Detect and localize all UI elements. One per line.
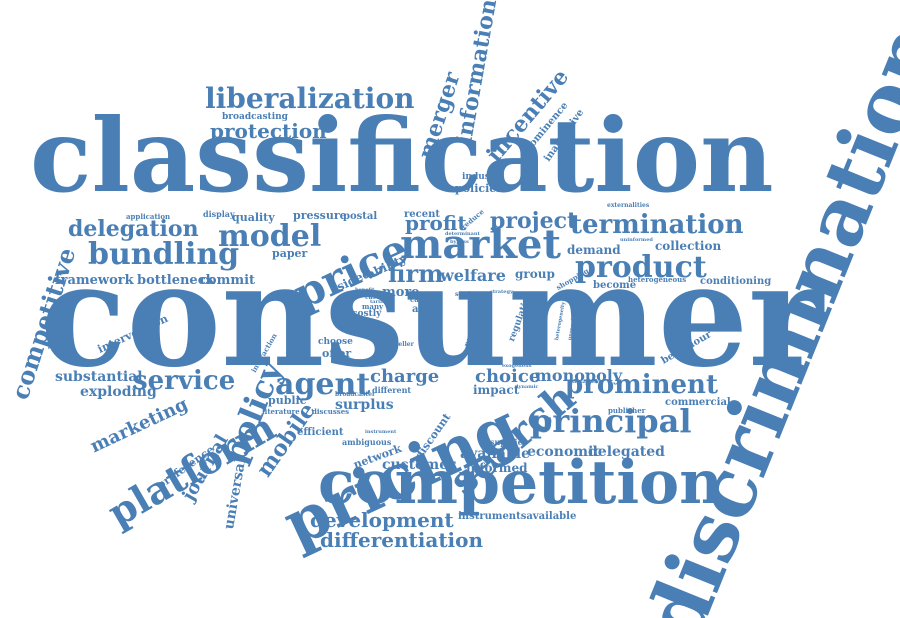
word-bypass: bypass [450,239,469,245]
word-costly: costly [352,309,382,319]
word-differentiation: differentiation [320,528,484,552]
word-recent: recent [404,209,440,220]
word-exploding: exploding [80,384,157,400]
word-development: development [310,508,454,532]
word-dynamic: dynamic [515,384,539,390]
word-broadcaster: broadcaster [335,391,376,398]
word-delegated: delegated [588,444,665,460]
word-service: service [133,366,236,396]
word-elastic: elastic [362,321,385,328]
word-termination: termination [570,210,744,240]
word-policies: policies [455,182,503,195]
word-impact: impact [473,383,520,397]
word-choice: choice [475,366,541,387]
word-publisher: publisher [608,406,646,415]
word-pressure: pressure [293,209,347,222]
word-charge: charge [370,366,440,387]
word-industry: industry [462,172,504,182]
word-welfare: welfare [440,266,506,285]
word-delegation: delegation [68,216,199,242]
word-market: market [400,221,561,268]
word-strategy: strategy [490,289,513,295]
word-commercial: commercial [665,397,731,408]
word-bundling: bundling [88,237,240,272]
word-model: model [218,219,322,254]
word-offer: offer [322,347,352,360]
word-exogenous: exogenous [502,363,532,369]
word-prominent: prominent [565,370,718,400]
word-acc: acc [412,304,431,315]
word-protection: protection [210,119,327,143]
word-commit: commit [200,273,256,288]
word-liberalization: liberalization [205,82,415,115]
word-informed: informed [466,461,528,475]
word-collection: collection [655,239,722,253]
word-bottleneck: bottleneck [137,273,215,288]
word-harmful: harmful [375,344,398,350]
word-group: group [515,267,555,281]
word-application: application [126,212,171,221]
word-substantial: substantial [55,369,143,385]
word-postal: postal [343,211,378,222]
word-efficient: efficient [297,427,344,438]
word-become: become [593,280,637,291]
word-public: public [268,394,307,407]
word-transaction: transaction [568,379,601,385]
word-externalities: externalities [607,202,650,209]
word-project: project [490,208,578,234]
word-classification: classification [30,96,774,215]
word-display: display [203,209,235,219]
word-call: call [410,295,425,304]
word-available: available [460,446,530,462]
word-setting: setting [455,291,479,298]
word-product: product [575,250,707,285]
word-supplier: supplier [490,437,527,447]
word-profit: profit [405,211,467,235]
word-principal: principal [530,402,692,440]
word-heterogeneous: heterogeneous [628,275,687,284]
word-quality: quality [232,211,275,224]
word-discusses: discusses [312,407,350,416]
word-conditioning: conditioning [700,276,772,287]
word-many: many [362,302,384,311]
word-tariff: tariff [370,299,385,305]
word-agent: agent [275,367,371,402]
word-marketing: marketing [87,393,192,458]
word-surplus: surplus [335,397,394,413]
word-competition: competition [318,448,723,518]
word-paper: paper [272,247,308,260]
word-economic: economic [527,444,602,460]
word-more: more [382,285,420,300]
word-demand: demand [567,243,621,257]
word-determinant: determinant [445,231,480,237]
word-benefit: benefit [355,287,375,293]
word-choose: choose [318,337,353,347]
word-broadcasting: broadcasting [222,112,288,122]
word-monopoly: monopoly [535,366,623,385]
word-instrument: instrument [365,429,397,435]
word-literature: literature [262,407,300,416]
word-consumer: consumer [40,233,824,399]
word-customer: customer [382,457,456,473]
word-instrumentsavailable: instrumentsavailable [458,511,577,522]
word-uninformed: uninformed [620,237,653,243]
word-firm: firm [388,259,444,288]
word-framework: framework [55,273,134,288]
word-seller: seller [395,341,414,348]
word-different: different [372,385,412,395]
word-case: case [365,294,380,301]
word-ambiguous: ambiguous [342,437,392,447]
